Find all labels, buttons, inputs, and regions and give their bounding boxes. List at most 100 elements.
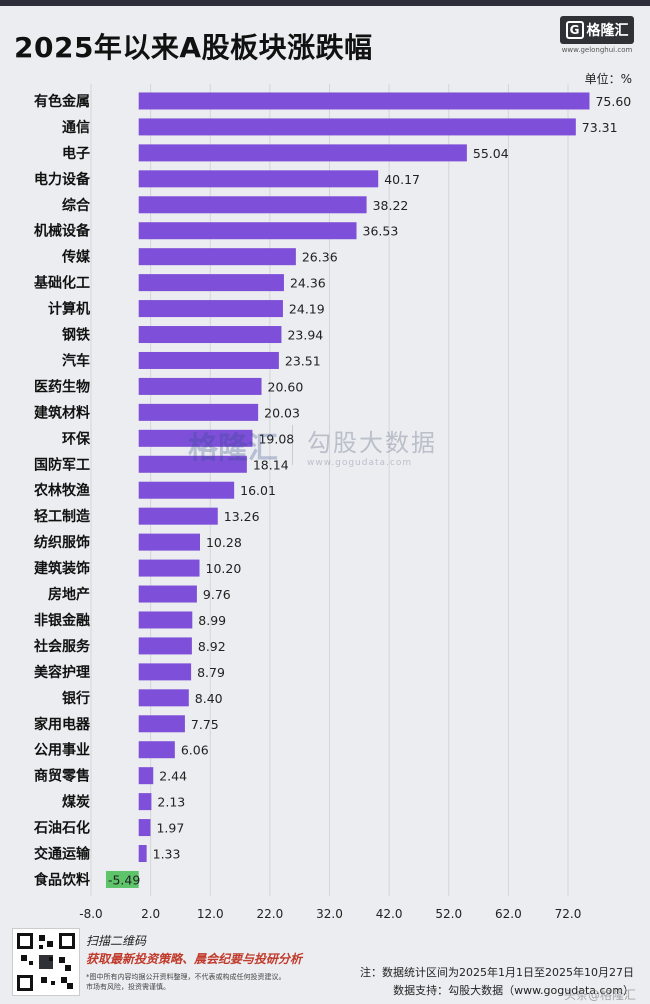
category-label: 纺织服饰 <box>34 534 90 551</box>
bar <box>138 533 200 551</box>
value-label: 8.92 <box>198 639 226 654</box>
footer: 扫描二维码 获取最新投资策略、晨会纪要与投研分析 *图中所有内容均据公开资料整理… <box>0 920 650 1004</box>
qr-module <box>39 935 45 941</box>
data-source: 数据支持：勾股大数据（www.gogudata.com） <box>393 984 634 997</box>
value-label: 38.22 <box>373 198 409 213</box>
logo-text: 格隆汇 <box>586 23 629 39</box>
bar <box>138 585 197 603</box>
chart-title: 2025年以来A股板块涨跌幅 <box>14 31 373 64</box>
category-label: 医药生物 <box>34 378 90 395</box>
value-label: 18.14 <box>253 457 289 472</box>
bar <box>138 196 367 214</box>
bar <box>138 429 253 447</box>
category-label: 建筑装饰 <box>34 560 90 577</box>
category-label: 煤炭 <box>62 794 90 811</box>
category-label: 机械设备 <box>34 223 91 240</box>
value-label: 26.36 <box>302 250 338 265</box>
qr-module <box>51 981 55 985</box>
bar <box>138 559 200 577</box>
bar <box>138 481 235 499</box>
category-label: 轻工制造 <box>34 508 90 525</box>
category-label: 房地产 <box>48 586 90 603</box>
category-label: 农林牧渔 <box>33 482 90 499</box>
category-label: 基础化工 <box>34 275 90 292</box>
value-label: 7.75 <box>191 717 219 732</box>
category-label: 汽车 <box>62 352 90 369</box>
value-label: 24.19 <box>289 302 325 317</box>
category-label: 计算机 <box>48 301 90 318</box>
x-tick-label: 52.0 <box>435 907 462 920</box>
value-label: 24.36 <box>290 276 326 291</box>
value-label: -5.49 <box>108 872 140 887</box>
value-label: 6.06 <box>181 743 209 758</box>
unit-label: 单位：% <box>584 72 632 86</box>
category-label: 公用事业 <box>34 742 90 759</box>
category-label: 传媒 <box>61 249 91 266</box>
category-label: 食品饮料 <box>34 871 90 888</box>
value-label: 9.76 <box>203 587 231 602</box>
x-tick-label: 22.0 <box>257 907 284 920</box>
bar <box>138 767 154 785</box>
category-label: 商贸零售 <box>34 768 90 785</box>
x-tick-label: 72.0 <box>555 907 582 920</box>
value-label: 20.60 <box>268 379 304 394</box>
x-tick-label: 62.0 <box>495 907 522 920</box>
x-tick-label: 12.0 <box>197 907 224 920</box>
category-label: 综合 <box>62 197 91 214</box>
bar <box>138 118 576 136</box>
value-label: 23.51 <box>285 353 321 368</box>
qr-module <box>21 955 27 961</box>
value-label: 1.33 <box>153 847 181 862</box>
category-label: 家用电器 <box>34 716 91 733</box>
bar <box>138 507 218 525</box>
qr-code[interactable] <box>12 928 80 996</box>
value-label: 1.97 <box>156 821 184 836</box>
bar <box>138 377 262 395</box>
bar <box>138 144 467 162</box>
value-label: 8.99 <box>198 613 226 628</box>
category-label: 石油石化 <box>33 820 90 837</box>
category-label: 环保 <box>62 430 91 447</box>
bar <box>138 170 379 188</box>
bar <box>138 92 590 110</box>
logo-box: G 格隆汇 <box>560 16 634 44</box>
qr-module <box>47 941 53 947</box>
bar <box>138 300 283 318</box>
bar <box>138 793 152 811</box>
bar <box>138 403 259 421</box>
qr-module <box>67 983 73 989</box>
bar <box>138 455 247 473</box>
qr-module <box>17 975 33 991</box>
value-label: 73.31 <box>582 120 618 135</box>
date-range-note: 注：数据统计区间为2025年1月1日至2025年10月27日 <box>360 966 634 979</box>
category-label: 电子 <box>62 145 90 162</box>
qr-center-logo <box>37 953 55 971</box>
category-label: 国防军工 <box>34 456 90 473</box>
bar <box>138 222 357 240</box>
scan-label: 扫描二维码 <box>86 934 147 948</box>
logo-url: www.gelonghui.com <box>561 46 633 54</box>
qr-module <box>61 977 67 983</box>
category-label: 美容护理 <box>34 664 90 681</box>
category-label: 社会服务 <box>33 638 91 655</box>
logo-g-icon: G <box>565 21 584 39</box>
promo-text: 获取最新投资策略、晨会纪要与投研分析 <box>86 952 303 966</box>
value-label: 55.04 <box>473 146 509 161</box>
value-label: 8.40 <box>195 691 223 706</box>
value-label: 10.20 <box>206 561 242 576</box>
category-label: 建筑材料 <box>34 404 90 421</box>
top-rule <box>0 0 650 6</box>
value-label: 20.03 <box>264 405 300 420</box>
bar <box>138 819 151 837</box>
value-label: 36.53 <box>363 224 399 239</box>
value-label: 19.08 <box>258 431 294 446</box>
category-label: 交通运输 <box>34 846 91 863</box>
disclaimer: *图中所有内容均据公开资料整理，不代表或构成任何投资建议。市场有风险，投资需谨慎… <box>86 973 286 991</box>
bar <box>138 351 279 369</box>
bar <box>138 274 284 292</box>
value-label: 75.60 <box>595 94 631 109</box>
qr-module <box>49 957 53 961</box>
qr-module <box>59 957 65 963</box>
bar <box>138 715 185 733</box>
category-label: 通信 <box>62 119 90 136</box>
